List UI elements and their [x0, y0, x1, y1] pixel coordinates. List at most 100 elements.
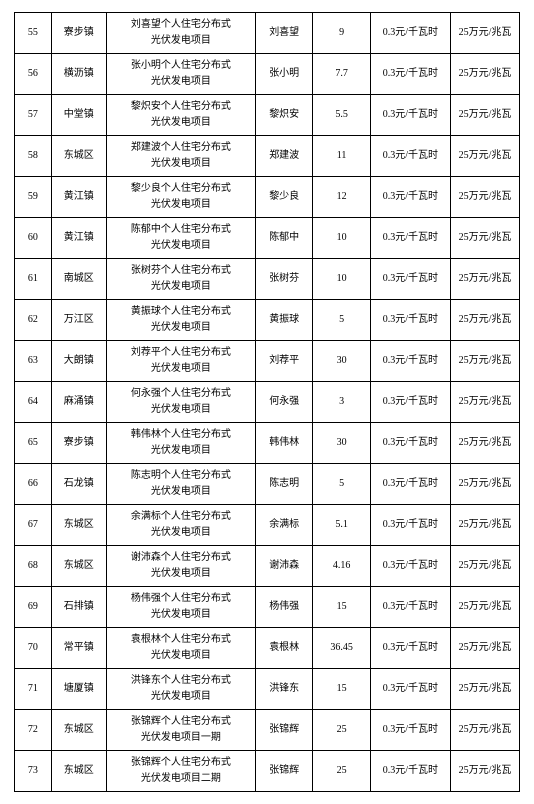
cell-index: 72	[15, 710, 52, 751]
cell-subsidy: 25万元/兆瓦	[451, 218, 520, 259]
cell-project: 余满标个人住宅分布式光伏发电项目	[106, 505, 255, 546]
cell-town: 麻涌镇	[51, 382, 106, 423]
cell-name: 陈志明	[256, 464, 313, 505]
cell-index: 73	[15, 751, 52, 792]
project-line-2: 光伏发电项目	[109, 74, 253, 90]
project-line-2: 光伏发电项目	[109, 279, 253, 295]
table-row: 68东城区谢沛森个人住宅分布式光伏发电项目谢沛森4.160.3元/千瓦时25万元…	[15, 546, 520, 587]
cell-index: 69	[15, 587, 52, 628]
table-row: 67东城区余满标个人住宅分布式光伏发电项目余满标5.10.3元/千瓦时25万元/…	[15, 505, 520, 546]
cell-rate: 0.3元/千瓦时	[370, 136, 450, 177]
table-row: 60黄江镇陈郁中个人住宅分布式光伏发电项目陈郁中100.3元/千瓦时25万元/兆…	[15, 218, 520, 259]
project-line-2: 光伏发电项目	[109, 607, 253, 623]
cell-town: 南城区	[51, 259, 106, 300]
cell-name: 张锦辉	[256, 751, 313, 792]
project-line-1: 张锦辉个人住宅分布式	[109, 714, 253, 730]
project-line-1: 陈志明个人住宅分布式	[109, 468, 253, 484]
cell-subsidy: 25万元/兆瓦	[451, 669, 520, 710]
project-line-2: 光伏发电项目	[109, 238, 253, 254]
cell-town: 东城区	[51, 136, 106, 177]
cell-index: 65	[15, 423, 52, 464]
cell-capacity: 11	[313, 136, 370, 177]
cell-town: 大朗镇	[51, 341, 106, 382]
cell-name: 刘喜望	[256, 13, 313, 54]
cell-town: 东城区	[51, 505, 106, 546]
cell-project: 黎少良个人住宅分布式光伏发电项目	[106, 177, 255, 218]
project-line-1: 张树芬个人住宅分布式	[109, 263, 253, 279]
cell-index: 61	[15, 259, 52, 300]
project-line-1: 谢沛森个人住宅分布式	[109, 550, 253, 566]
cell-capacity: 9	[313, 13, 370, 54]
cell-subsidy: 25万元/兆瓦	[451, 177, 520, 218]
cell-town: 寮步镇	[51, 13, 106, 54]
project-line-2: 光伏发电项目	[109, 648, 253, 664]
cell-project: 黄振球个人住宅分布式光伏发电项目	[106, 300, 255, 341]
cell-name: 何永强	[256, 382, 313, 423]
cell-name: 黄振球	[256, 300, 313, 341]
cell-town: 东城区	[51, 751, 106, 792]
cell-rate: 0.3元/千瓦时	[370, 95, 450, 136]
project-line-2: 光伏发电项目	[109, 484, 253, 500]
cell-rate: 0.3元/千瓦时	[370, 423, 450, 464]
cell-project: 袁根林个人住宅分布式光伏发电项目	[106, 628, 255, 669]
table-row: 65寮步镇韩伟林个人住宅分布式光伏发电项目韩伟林300.3元/千瓦时25万元/兆…	[15, 423, 520, 464]
cell-rate: 0.3元/千瓦时	[370, 218, 450, 259]
cell-rate: 0.3元/千瓦时	[370, 382, 450, 423]
cell-name: 杨伟强	[256, 587, 313, 628]
table-row: 56横沥镇张小明个人住宅分布式光伏发电项目张小明7.70.3元/千瓦时25万元/…	[15, 54, 520, 95]
table-row: 55寮步镇刘喜望个人住宅分布式光伏发电项目刘喜望90.3元/千瓦时25万元/兆瓦	[15, 13, 520, 54]
cell-name: 刘荐平	[256, 341, 313, 382]
cell-capacity: 30	[313, 423, 370, 464]
cell-subsidy: 25万元/兆瓦	[451, 54, 520, 95]
cell-name: 陈郁中	[256, 218, 313, 259]
cell-name: 张小明	[256, 54, 313, 95]
cell-capacity: 25	[313, 751, 370, 792]
cell-subsidy: 25万元/兆瓦	[451, 464, 520, 505]
cell-subsidy: 25万元/兆瓦	[451, 423, 520, 464]
cell-capacity: 5	[313, 300, 370, 341]
cell-rate: 0.3元/千瓦时	[370, 710, 450, 751]
cell-index: 62	[15, 300, 52, 341]
table-row: 73东城区张锦辉个人住宅分布式光伏发电项目二期张锦辉250.3元/千瓦时25万元…	[15, 751, 520, 792]
cell-project: 谢沛森个人住宅分布式光伏发电项目	[106, 546, 255, 587]
cell-town: 横沥镇	[51, 54, 106, 95]
project-line-2: 光伏发电项目	[109, 566, 253, 582]
cell-project: 韩伟林个人住宅分布式光伏发电项目	[106, 423, 255, 464]
table-row: 59黄江镇黎少良个人住宅分布式光伏发电项目黎少良120.3元/千瓦时25万元/兆…	[15, 177, 520, 218]
project-line-1: 张小明个人住宅分布式	[109, 58, 253, 74]
table-row: 71塘厦镇洪锋东个人住宅分布式光伏发电项目洪锋东150.3元/千瓦时25万元/兆…	[15, 669, 520, 710]
cell-rate: 0.3元/千瓦时	[370, 587, 450, 628]
cell-rate: 0.3元/千瓦时	[370, 669, 450, 710]
projects-table: 55寮步镇刘喜望个人住宅分布式光伏发电项目刘喜望90.3元/千瓦时25万元/兆瓦…	[14, 12, 520, 792]
cell-capacity: 12	[313, 177, 370, 218]
project-line-2: 光伏发电项目	[109, 443, 253, 459]
cell-capacity: 3	[313, 382, 370, 423]
table-row: 70常平镇袁根林个人住宅分布式光伏发电项目袁根林36.450.3元/千瓦时25万…	[15, 628, 520, 669]
table-row: 64麻涌镇何永强个人住宅分布式光伏发电项目何永强30.3元/千瓦时25万元/兆瓦	[15, 382, 520, 423]
cell-capacity: 36.45	[313, 628, 370, 669]
project-line-2: 光伏发电项目	[109, 33, 253, 49]
cell-name: 张树芬	[256, 259, 313, 300]
project-line-2: 光伏发电项目	[109, 156, 253, 172]
cell-project: 陈志明个人住宅分布式光伏发电项目	[106, 464, 255, 505]
cell-town: 黄江镇	[51, 218, 106, 259]
project-line-1: 陈郁中个人住宅分布式	[109, 222, 253, 238]
project-line-1: 韩伟林个人住宅分布式	[109, 427, 253, 443]
cell-town: 塘厦镇	[51, 669, 106, 710]
cell-capacity: 10	[313, 259, 370, 300]
cell-index: 63	[15, 341, 52, 382]
cell-rate: 0.3元/千瓦时	[370, 505, 450, 546]
cell-subsidy: 25万元/兆瓦	[451, 259, 520, 300]
cell-subsidy: 25万元/兆瓦	[451, 95, 520, 136]
cell-rate: 0.3元/千瓦时	[370, 546, 450, 587]
project-line-1: 郑建波个人住宅分布式	[109, 140, 253, 156]
cell-capacity: 15	[313, 587, 370, 628]
cell-town: 石排镇	[51, 587, 106, 628]
cell-name: 谢沛森	[256, 546, 313, 587]
cell-name: 余满标	[256, 505, 313, 546]
cell-subsidy: 25万元/兆瓦	[451, 136, 520, 177]
project-line-2: 光伏发电项目一期	[109, 730, 253, 746]
project-line-1: 张锦辉个人住宅分布式	[109, 755, 253, 771]
project-line-1: 何永强个人住宅分布式	[109, 386, 253, 402]
cell-project: 刘喜望个人住宅分布式光伏发电项目	[106, 13, 255, 54]
